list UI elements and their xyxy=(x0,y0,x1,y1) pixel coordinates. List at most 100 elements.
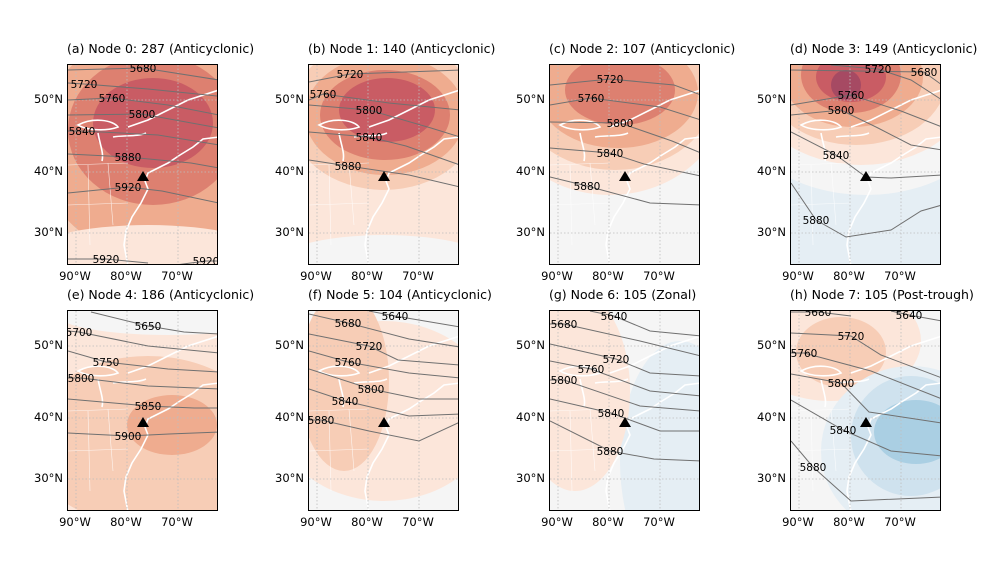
anomaly-shading xyxy=(339,78,435,142)
map-plot: 5680 5640 5720 5760 5800 5840 5880 xyxy=(791,310,940,510)
height-contour xyxy=(791,182,940,238)
height-contour xyxy=(68,67,217,81)
contour-label: 5800 xyxy=(358,384,385,396)
latitude-tick-label: 30°N xyxy=(275,471,304,485)
latitude-tick-label: 30°N xyxy=(516,225,545,239)
height-contour xyxy=(309,159,458,188)
height-contour xyxy=(309,368,458,400)
state-borders xyxy=(791,408,852,492)
contour-label: 5680 xyxy=(805,310,832,319)
contour-label: 5640 xyxy=(382,311,409,323)
longitude-tick-label: 90°W xyxy=(300,269,332,283)
latitude-tick-label: 40°N xyxy=(275,164,304,178)
state-borders xyxy=(309,162,370,246)
map-panel: (b) Node 1: 140 (Anticyclonic) 5720 5760 58… xyxy=(275,41,495,283)
contour-label: 5760 xyxy=(99,93,126,105)
height-contour xyxy=(791,109,940,151)
height-contour xyxy=(309,69,458,83)
map-plot: 5720 5760 5800 5840 5880 xyxy=(550,65,699,264)
map-frame: 5720 5760 5800 5840 5880 xyxy=(308,64,459,265)
contour-label: 5760 xyxy=(578,364,605,376)
station-marker-triangle xyxy=(860,171,872,181)
longitude-tick-label: 90°W xyxy=(782,515,814,529)
height-contour xyxy=(791,373,940,424)
contour-label: 5880 xyxy=(800,462,827,474)
map-frame: 5650 5700 5750 5800 5850 5900 xyxy=(67,310,218,511)
longitude-tick-label: 70°W xyxy=(884,515,916,529)
state-borders xyxy=(309,408,370,492)
height-contour xyxy=(791,352,940,399)
contour-label: 5850 xyxy=(135,401,162,413)
height-contour xyxy=(309,131,458,165)
state-borders xyxy=(550,162,611,246)
contour-label: 5760 xyxy=(310,89,337,101)
contour-label: 5800 xyxy=(828,378,855,390)
height-contour xyxy=(68,82,217,97)
contour-label: 5840 xyxy=(69,126,96,138)
latitude-tick-label: 40°N xyxy=(275,410,304,424)
contour-label: 5680 xyxy=(911,67,938,79)
contour-label: 5720 xyxy=(838,331,865,343)
contour-label: 5880 xyxy=(574,181,601,193)
anomaly-shading xyxy=(68,225,217,264)
station-marker-triangle xyxy=(378,417,390,427)
height-contour xyxy=(550,176,699,206)
map-frame: 5640 5680 5720 5760 5800 5840 5880 xyxy=(308,310,459,511)
latitude-tick-label: 50°N xyxy=(34,92,63,106)
longitude-tick-label: 80°W xyxy=(592,515,624,529)
height-contour xyxy=(68,186,217,204)
longitude-tick-label: 80°W xyxy=(110,269,142,283)
great-lakes-outline xyxy=(317,365,388,408)
height-contour xyxy=(68,330,217,354)
map-panel: (d) Node 3: 149 (Anticyclonic) 5680 5720 57… xyxy=(757,41,977,283)
contour-label: 5650 xyxy=(135,321,162,333)
longitude-tick-label: 80°W xyxy=(833,515,865,529)
height-contour xyxy=(550,121,699,153)
station-marker-triangle xyxy=(137,171,149,181)
height-contour xyxy=(550,97,699,120)
panel-title: (c) Node 2: 107 (Anticyclonic) xyxy=(549,41,736,56)
longitude-tick-label: 90°W xyxy=(782,269,814,283)
latitude-tick-label: 50°N xyxy=(34,338,63,352)
height-contour xyxy=(550,343,699,377)
map-frame: 5680 5720 5760 5800 5840 5880 5920 5920 5920 xyxy=(67,64,218,265)
great-lakes-outline xyxy=(317,119,388,162)
contour-label: 5840 xyxy=(332,396,359,408)
map-frame: 5680 5640 5720 5760 5800 5840 5880 xyxy=(790,310,941,511)
longitude-tick-label: 70°W xyxy=(161,515,193,529)
contour-label: 5840 xyxy=(830,425,857,437)
st-lawrence-coastline xyxy=(127,89,217,128)
longitude-tick-label: 70°W xyxy=(643,515,675,529)
height-contour xyxy=(550,379,699,412)
contour-label: 5720 xyxy=(603,354,630,366)
contour-label: 5700 xyxy=(67,327,92,339)
panel-title: (f) Node 5: 104 (Anticyclonic) xyxy=(308,287,492,302)
contour-label: 5920 xyxy=(115,182,142,194)
latitude-tick-label: 30°N xyxy=(34,471,63,485)
latitude-tick-label: 40°N xyxy=(34,164,63,178)
height-contour xyxy=(830,65,940,100)
anomaly-shading xyxy=(127,395,217,455)
latitude-tick-label: 50°N xyxy=(516,92,545,106)
state-borders xyxy=(791,162,852,246)
height-contour xyxy=(68,350,217,373)
contour-label: 5750 xyxy=(93,357,120,369)
anomaly-shading xyxy=(874,400,940,464)
anomaly-shading xyxy=(565,65,675,125)
height-contour xyxy=(791,399,940,457)
height-contour xyxy=(550,398,699,432)
contour-label: 5880 xyxy=(308,415,334,427)
st-lawrence-coastline xyxy=(609,335,699,374)
height-contour xyxy=(68,97,217,116)
map-frame: 5680 5720 5760 5800 5840 5880 xyxy=(790,64,941,265)
height-contour xyxy=(550,420,699,462)
longitude-tick-label: 90°W xyxy=(541,515,573,529)
contour-label: 5720 xyxy=(865,64,892,76)
height-contour xyxy=(309,419,458,442)
longitude-tick-label: 90°W xyxy=(541,269,573,283)
height-contour xyxy=(890,311,940,322)
contour-label: 5760 xyxy=(578,93,605,105)
st-lawrence-coastline xyxy=(850,89,940,128)
